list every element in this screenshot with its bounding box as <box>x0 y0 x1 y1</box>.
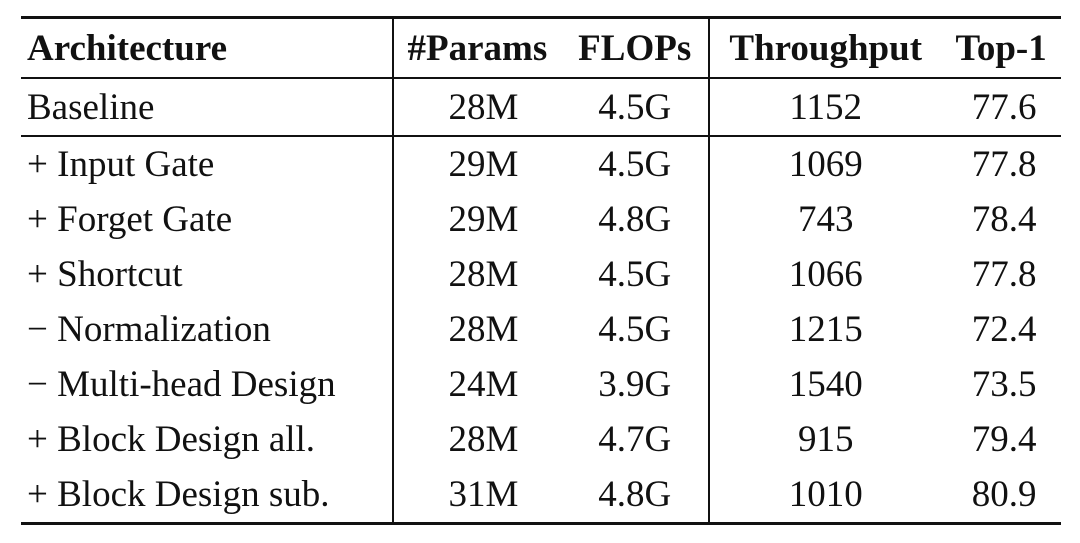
cell-params: 31M <box>392 467 562 525</box>
cell-architecture: Baseline <box>21 78 394 137</box>
cell-throughput: 1069 <box>788 144 863 185</box>
header-throughput: Throughput <box>709 17 942 79</box>
header-flops: FLOPs <box>561 17 711 79</box>
cell-flops: 4.8G <box>561 192 711 247</box>
table-row: − Normalization 28M 4.5G 1215 72.4 <box>21 302 1061 357</box>
ablation-table: Architecture #Params FLOPs Throughput To… <box>21 16 1061 525</box>
cell-top1: 72.4 <box>971 309 1037 350</box>
cell-params: 28M <box>448 254 519 295</box>
cell-architecture: + Forget Gate <box>21 192 394 247</box>
cell-architecture: − Multi-head Design <box>21 357 394 412</box>
cell-throughput: 1215 <box>788 309 863 350</box>
cell-flops: 4.5G <box>561 302 711 357</box>
cell-flops: 4.5G <box>561 78 711 137</box>
cell-flops: 4.5G <box>561 136 711 192</box>
cell-params: 28M <box>392 78 562 137</box>
cell-flops: 4.5G <box>561 247 711 302</box>
cell-params: 28M <box>448 309 519 350</box>
caption-cut-off <box>500 0 620 8</box>
cell-throughput: 915 <box>797 419 854 460</box>
table-row: + Input Gate 29M 4.5G 1069 77.8 <box>21 136 1061 192</box>
cell-flops: 4.7G <box>561 412 711 467</box>
cell-top1: 77.6 <box>941 78 1061 137</box>
cell-architecture: + Block Design all. <box>21 412 394 467</box>
table-row: + Forget Gate 29M 4.8G 743 78.4 <box>21 192 1061 247</box>
cell-throughput: 1540 <box>788 364 863 405</box>
cell-top1: 73.5 <box>971 364 1037 405</box>
cell-top1: 78.4 <box>971 199 1037 240</box>
header-params: #Params <box>392 17 562 79</box>
table-row: + Block Design sub. 31M 4.8G 1010 80.9 <box>21 467 1061 525</box>
cell-params: 29M <box>448 199 519 240</box>
cell-params: 29M <box>448 144 519 185</box>
cell-top1: 77.8 <box>971 254 1037 295</box>
table-row: + Shortcut 28M 4.5G 1066 77.8 <box>21 247 1061 302</box>
cell-architecture: − Normalization <box>21 302 394 357</box>
table-row: − Multi-head Design 24M 3.9G 1540 73.5 <box>21 357 1061 412</box>
cell-params: 28M <box>448 419 519 460</box>
cell-throughput: 1010 <box>709 467 942 525</box>
table-header-row: Architecture #Params FLOPs Throughput To… <box>21 17 1061 79</box>
cell-top1: 80.9 <box>941 467 1061 525</box>
cell-throughput: 1152 <box>709 78 942 137</box>
cell-throughput: 1066 <box>788 254 863 295</box>
header-top1: Top-1 <box>941 17 1061 79</box>
cell-architecture: + Shortcut <box>21 247 394 302</box>
cell-throughput: 743 <box>797 199 854 240</box>
cell-top1: 77.8 <box>971 144 1037 185</box>
cell-params: 24M <box>448 364 519 405</box>
table-row: + Block Design all. 28M 4.7G 915 79.4 <box>21 412 1061 467</box>
cell-architecture: + Input Gate <box>21 136 394 192</box>
header-architecture: Architecture <box>21 17 394 79</box>
cell-top1: 79.4 <box>971 419 1037 460</box>
cell-flops: 4.8G <box>561 467 711 525</box>
cell-flops: 3.9G <box>561 357 711 412</box>
cell-architecture: + Block Design sub. <box>21 467 394 525</box>
baseline-row: Baseline 28M 4.5G 1152 77.6 <box>21 78 1061 137</box>
